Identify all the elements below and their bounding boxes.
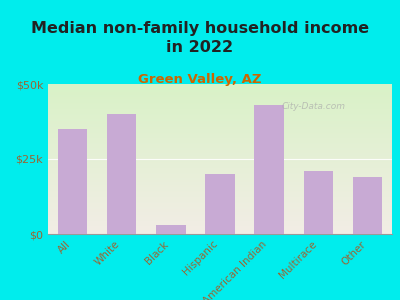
Bar	[107, 114, 136, 234]
Bar	[205, 174, 235, 234]
Bar	[58, 129, 87, 234]
Bar	[254, 105, 284, 234]
Text: Median non-family household income
in 2022: Median non-family household income in 20…	[31, 21, 369, 55]
Bar	[353, 177, 382, 234]
Text: City-Data.com: City-Data.com	[282, 102, 346, 111]
Bar	[156, 225, 186, 234]
Bar	[304, 171, 333, 234]
Text: Green Valley, AZ: Green Valley, AZ	[138, 74, 262, 86]
